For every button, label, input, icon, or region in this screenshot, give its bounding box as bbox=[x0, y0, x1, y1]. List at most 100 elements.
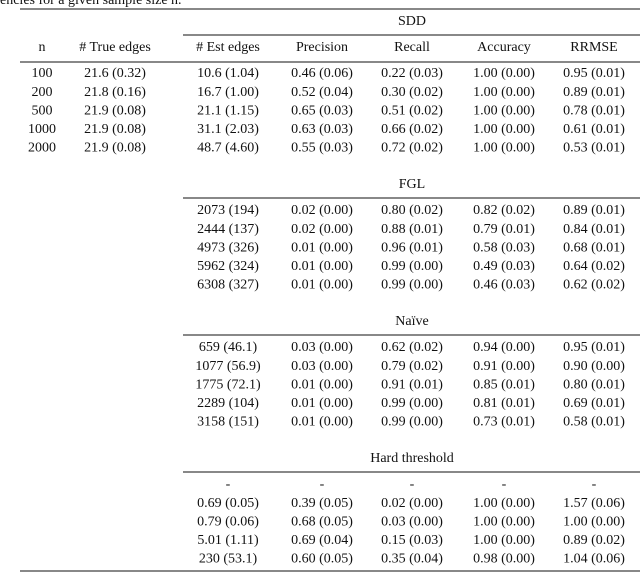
table-cell: 0.62 (0.02) bbox=[381, 340, 443, 355]
table-cell: 1.00 (0.00) bbox=[473, 103, 535, 118]
table-cell: 5962 (324) bbox=[197, 259, 259, 274]
table-cell: 0.78 (0.01) bbox=[563, 103, 625, 118]
table-cell: 5.01 (1.11) bbox=[197, 533, 259, 548]
table-cell: 0.02 (0.00) bbox=[291, 222, 353, 237]
table-cell: 0.79 (0.02) bbox=[381, 359, 443, 374]
table-cell: 0.62 (0.02) bbox=[563, 278, 625, 293]
group-label: Hard threshold bbox=[370, 451, 454, 466]
table-cell: 0.01 (0.00) bbox=[291, 396, 353, 411]
table-cell: 0.01 (0.00) bbox=[291, 415, 353, 430]
table-cell: - bbox=[410, 477, 415, 492]
column-header: n bbox=[39, 40, 46, 55]
table-cell: 1000 bbox=[28, 122, 56, 137]
table-cell: - bbox=[502, 477, 507, 492]
table-cell: 0.89 (0.01) bbox=[563, 85, 625, 100]
table-cell: 0.68 (0.01) bbox=[563, 240, 625, 255]
table-cell: 230 (53.1) bbox=[199, 552, 258, 567]
table-cell: 0.22 (0.03) bbox=[381, 66, 443, 81]
table-cell: 16.7 (1.00) bbox=[197, 85, 259, 100]
table-cell: 1.00 (0.00) bbox=[473, 514, 535, 529]
table-cell: 0.66 (0.02) bbox=[381, 122, 443, 137]
table-cell: 0.79 (0.06) bbox=[197, 514, 259, 529]
table-cell: 0.03 (0.00) bbox=[291, 359, 353, 374]
table-cell: 1.00 (0.00) bbox=[473, 85, 535, 100]
table-cell: 0.60 (0.05) bbox=[291, 552, 353, 567]
table-cell: 1.57 (0.06) bbox=[563, 496, 625, 511]
table-cell: 0.30 (0.02) bbox=[381, 85, 443, 100]
table-cell: 21.8 (0.16) bbox=[84, 85, 146, 100]
table-cell: 0.88 (0.01) bbox=[381, 222, 443, 237]
table-cell: 0.99 (0.00) bbox=[381, 278, 443, 293]
table-cell: 6308 (327) bbox=[197, 278, 259, 293]
table-cell: 4973 (326) bbox=[197, 240, 259, 255]
table-cell: 0.63 (0.03) bbox=[291, 122, 353, 137]
table-cell: 0.68 (0.05) bbox=[291, 514, 353, 529]
table-cell: 0.01 (0.00) bbox=[291, 240, 353, 255]
column-header: Precision bbox=[296, 40, 348, 55]
table-cell: 1.04 (0.06) bbox=[563, 552, 625, 567]
table-cell: 0.49 (0.03) bbox=[473, 259, 535, 274]
table-cell: 0.01 (0.00) bbox=[291, 278, 353, 293]
column-header: # True edges bbox=[79, 40, 151, 55]
column-header: Recall bbox=[394, 40, 430, 55]
table-cell: 0.53 (0.01) bbox=[563, 141, 625, 156]
table-cell: 0.52 (0.04) bbox=[291, 85, 353, 100]
group-label: FGL bbox=[399, 177, 425, 192]
table-cell: 0.95 (0.01) bbox=[563, 66, 625, 81]
table-cell: 0.99 (0.00) bbox=[381, 396, 443, 411]
table-cell: 1077 (56.9) bbox=[195, 359, 261, 374]
table-cell: 0.35 (0.04) bbox=[381, 552, 443, 567]
table-cell: 10.6 (1.04) bbox=[197, 66, 259, 81]
table-cell: 0.03 (0.00) bbox=[291, 340, 353, 355]
table-cell: 0.99 (0.00) bbox=[381, 259, 443, 274]
table-cell: 0.89 (0.01) bbox=[563, 203, 625, 218]
table-cell: 21.1 (1.15) bbox=[197, 103, 259, 118]
table-cell: 0.03 (0.00) bbox=[381, 514, 443, 529]
table-cell: 2444 (137) bbox=[197, 222, 259, 237]
table-cell: 0.46 (0.06) bbox=[291, 66, 353, 81]
table-cell: 0.65 (0.03) bbox=[291, 103, 353, 118]
caption: encies for a given sample size n. bbox=[0, 0, 182, 8]
table-cell: 0.51 (0.02) bbox=[381, 103, 443, 118]
table-cell: 2289 (104) bbox=[197, 396, 259, 411]
table-cell: 0.58 (0.03) bbox=[473, 240, 535, 255]
table-cell: 0.01 (0.00) bbox=[291, 377, 353, 392]
table-cell: 100 bbox=[32, 66, 53, 81]
table-cell: - bbox=[592, 477, 597, 492]
table-cell: 500 bbox=[32, 103, 53, 118]
table-cell: 3158 (151) bbox=[197, 415, 259, 430]
table-cell: 1775 (72.1) bbox=[195, 377, 261, 392]
table-cell: 0.79 (0.01) bbox=[473, 222, 535, 237]
table-cell: 21.9 (0.08) bbox=[84, 122, 146, 137]
table-cell: 0.69 (0.05) bbox=[197, 496, 259, 511]
group-label: Naïve bbox=[395, 314, 428, 329]
table-cell: 0.96 (0.01) bbox=[381, 240, 443, 255]
table-cell: 0.89 (0.02) bbox=[563, 533, 625, 548]
table-cell: 0.72 (0.02) bbox=[381, 141, 443, 156]
table-cell: 1.00 (0.00) bbox=[473, 533, 535, 548]
table-cell: 1.00 (0.00) bbox=[473, 66, 535, 81]
table-cell: 659 (46.1) bbox=[199, 340, 258, 355]
table-cell: 0.94 (0.00) bbox=[473, 340, 535, 355]
table-cell: 200 bbox=[32, 85, 53, 100]
table-cell: 31.1 (2.03) bbox=[197, 122, 259, 137]
table-cell: 0.02 (0.00) bbox=[381, 496, 443, 511]
table-cell: 0.73 (0.01) bbox=[473, 415, 535, 430]
table-cell: 0.85 (0.01) bbox=[473, 377, 535, 392]
table-cell: 1.00 (0.00) bbox=[563, 514, 625, 529]
table-cell: 0.90 (0.00) bbox=[563, 359, 625, 374]
table-cell: 48.7 (4.60) bbox=[197, 141, 259, 156]
table-cell: 0.91 (0.01) bbox=[381, 377, 443, 392]
group-label: SDD bbox=[398, 14, 426, 29]
table-cell: 0.64 (0.02) bbox=[563, 259, 625, 274]
table-cell: 0.82 (0.02) bbox=[473, 203, 535, 218]
table-cell: 0.39 (0.05) bbox=[291, 496, 353, 511]
table-cell: 0.91 (0.00) bbox=[473, 359, 535, 374]
table-cell: 0.15 (0.03) bbox=[381, 533, 443, 548]
table-cell: 0.69 (0.04) bbox=[291, 533, 353, 548]
table-cell: 0.58 (0.01) bbox=[563, 415, 625, 430]
table-cell: 2000 bbox=[28, 141, 56, 156]
table-cell: 0.99 (0.00) bbox=[381, 415, 443, 430]
table-cell: 2073 (194) bbox=[197, 203, 259, 218]
